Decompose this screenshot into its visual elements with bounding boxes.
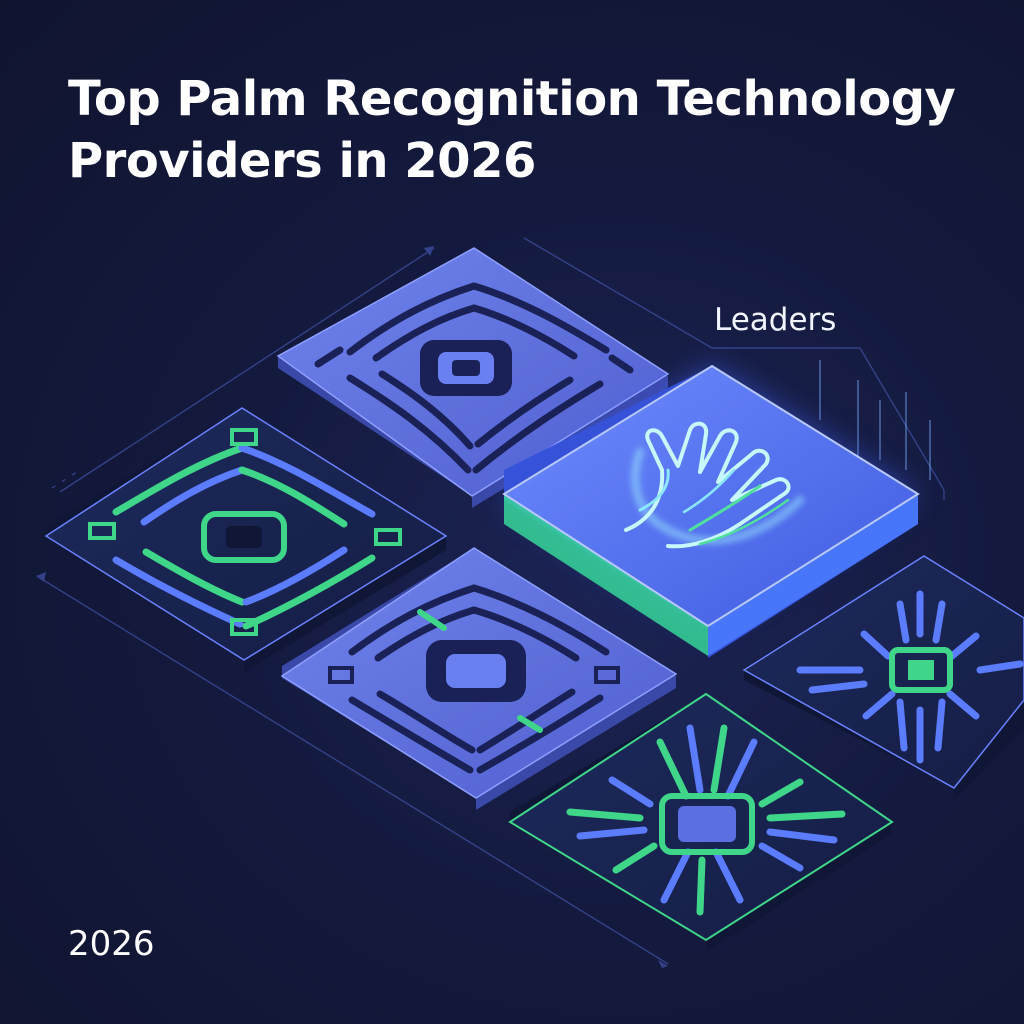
- page-title: Top Palm Recognition Technology Provider…: [68, 68, 988, 192]
- tile-bottom: [508, 692, 894, 952]
- page-title-line-2: Providers in 2026: [68, 133, 536, 189]
- page-title-line-1: Top Palm Recognition Technology: [68, 71, 956, 127]
- footer-year: 2026: [68, 924, 155, 964]
- leaders-label: Leaders: [714, 302, 837, 338]
- tile-right: [742, 555, 1024, 800]
- tile-center: [280, 547, 678, 810]
- hand-icon: [624, 421, 805, 549]
- tile-left: [44, 407, 448, 672]
- tile-leader: [502, 364, 920, 658]
- guide-lines: [36, 237, 945, 968]
